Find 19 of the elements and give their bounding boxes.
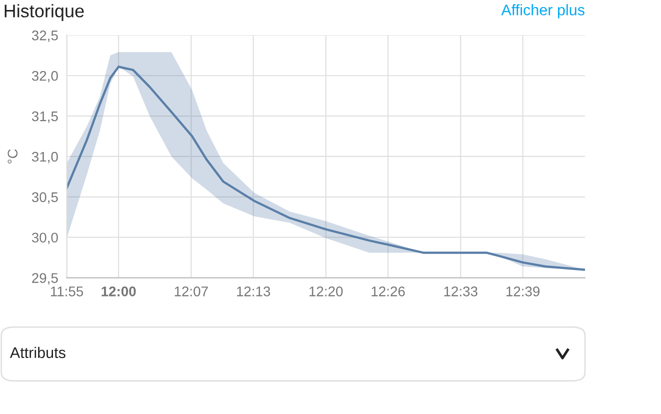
text: Attributs xyxy=(10,346,66,358)
text: Afficher plus xyxy=(501,4,584,18)
x-tick-label: 11:55 xyxy=(50,286,84,296)
x-tick-label: 12:26 xyxy=(372,286,405,296)
y-axis-title: °C xyxy=(8,149,18,164)
y-tick-label: 30,0 xyxy=(32,232,58,244)
y-tick-label: 32,0 xyxy=(32,70,58,82)
x-tick-label: 12:07 xyxy=(174,286,208,296)
x-tick-label: 12:39 xyxy=(506,286,540,296)
x-tick-label: 12:00 xyxy=(102,286,136,296)
y-tick-label: 29,5 xyxy=(32,273,58,285)
y-tick-label: 31,0 xyxy=(32,152,58,164)
y-tick-label: 31,5 xyxy=(32,111,58,123)
chart-title: Historique xyxy=(4,4,84,21)
y-tick-label: 30,5 xyxy=(32,192,58,204)
x-tick-label: 12:20 xyxy=(310,286,343,296)
x-tick-label: 12:13 xyxy=(237,286,270,296)
y-tick-label: 32,5 xyxy=(32,30,58,42)
x-tick-label: 12:33 xyxy=(444,286,478,296)
